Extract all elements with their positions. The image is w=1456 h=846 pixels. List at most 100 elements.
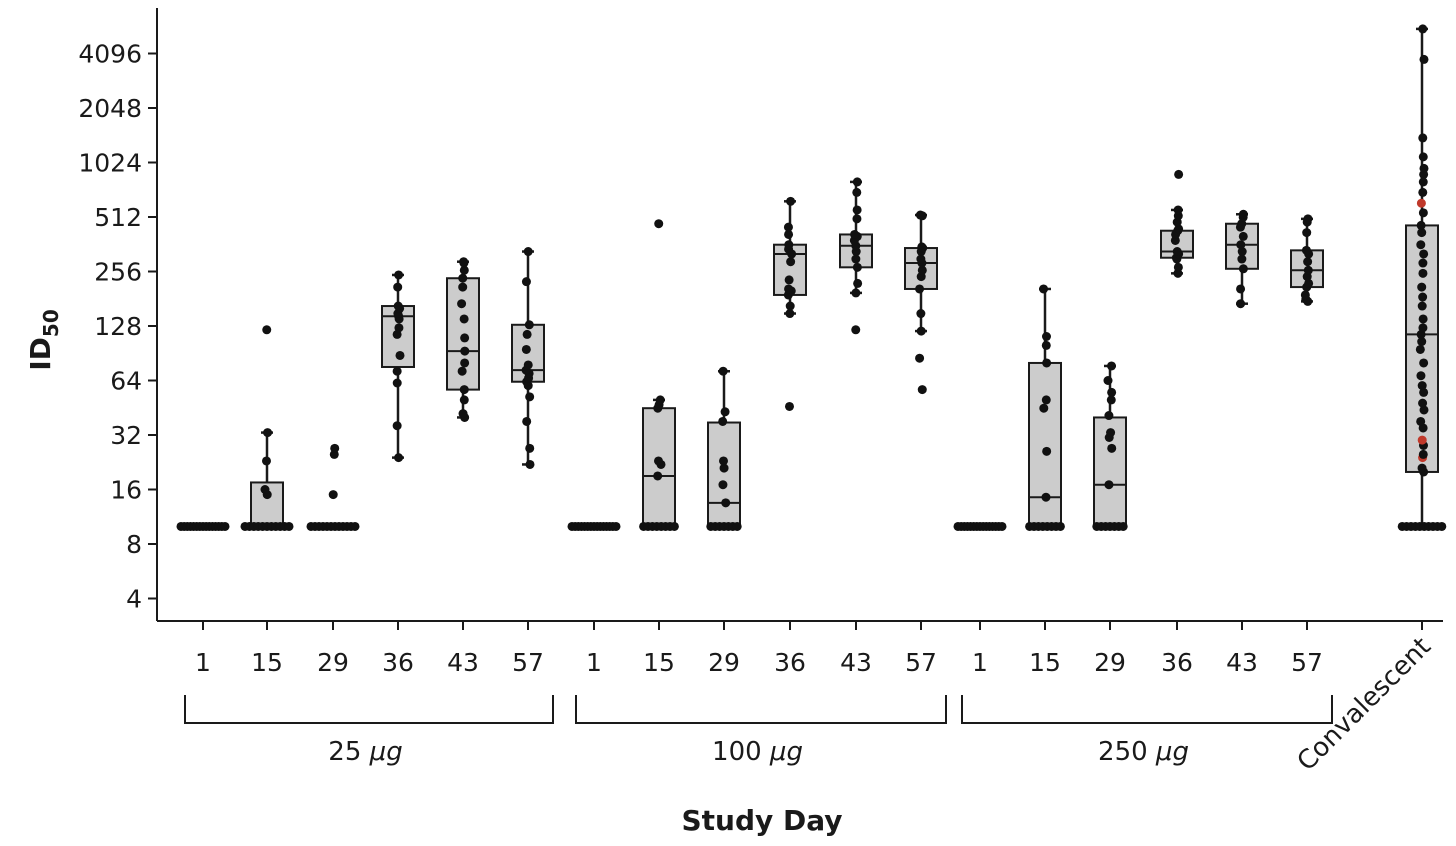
iqr-box (1028, 361, 1062, 528)
group-label: 100 μg (712, 737, 803, 767)
data-point (718, 366, 728, 376)
data-point (330, 443, 340, 453)
data-point (263, 428, 273, 438)
data-point (784, 229, 794, 239)
data-point (1300, 290, 1310, 300)
data-point (261, 456, 271, 466)
data-point (392, 421, 402, 431)
x-tick-label: 15 (643, 648, 675, 677)
data-point (525, 443, 535, 453)
x-axis-title: Study Day (681, 804, 842, 837)
data-point (1418, 314, 1428, 324)
x-tick-label: 57 (905, 648, 937, 677)
data-point (1106, 361, 1116, 371)
box-category (904, 210, 938, 395)
data-point (1418, 187, 1428, 197)
x-axis: 1 15 29 36 43 57 25 μg 1 15 29 36 43 57 100 μg 1 15 29 36… (184, 621, 1437, 777)
group-bracket (575, 695, 947, 724)
data-point (459, 257, 469, 267)
data-point (1419, 405, 1429, 415)
box-category (306, 443, 360, 531)
data-point (459, 385, 469, 395)
data-point (1418, 133, 1428, 143)
x-tick-label: 57 (1291, 648, 1323, 677)
data-point (460, 333, 470, 343)
data-point (718, 456, 728, 466)
data-point (458, 282, 468, 292)
data-point (1437, 521, 1447, 531)
y-axis-title: ID50 (24, 309, 63, 371)
data-point (1172, 247, 1182, 257)
data-point (784, 284, 794, 294)
data-point (460, 358, 470, 368)
data-point (784, 275, 794, 285)
y-ticks: 4 8 16 32 64 128 256 512 1024 2048 4096 (78, 40, 157, 614)
data-point (392, 366, 402, 376)
data-point (524, 320, 534, 330)
x-tick-label: 29 (1094, 648, 1126, 677)
data-point (917, 242, 927, 252)
data-point (262, 325, 272, 335)
data-point (1237, 254, 1247, 264)
data-point (394, 270, 404, 280)
data-point (786, 257, 796, 267)
data-point (785, 309, 795, 319)
box-category (176, 521, 230, 531)
data-point (718, 416, 728, 426)
data-point (852, 262, 862, 272)
data-point (1238, 264, 1248, 274)
data-point (1419, 163, 1429, 173)
data-point (521, 344, 531, 354)
y-tick-label: 128 (94, 312, 142, 341)
data-point (852, 177, 862, 187)
data-point (654, 219, 664, 229)
x-tick-label: 36 (1161, 648, 1193, 677)
y-tick-label: 4096 (78, 40, 142, 69)
data-point (611, 521, 621, 531)
data-point (732, 521, 742, 531)
data-point (1415, 344, 1425, 354)
data-point (1417, 381, 1427, 391)
data-point (1419, 249, 1429, 259)
x-tick-label: 43 (840, 648, 872, 677)
x-tick-label: 36 (382, 648, 414, 677)
data-point (1303, 265, 1313, 275)
data-point (1416, 240, 1426, 250)
data-point (1418, 177, 1428, 187)
data-point (653, 456, 663, 466)
y-tick-label: 512 (94, 203, 142, 232)
data-point (394, 453, 404, 463)
data-point (1041, 395, 1051, 405)
data-point (525, 392, 535, 402)
x-tick-label: 29 (708, 648, 740, 677)
data-point (1104, 411, 1114, 421)
data-point (459, 395, 469, 405)
data-point (1041, 492, 1051, 502)
data-point (916, 309, 926, 319)
data-point (915, 210, 925, 220)
x-tick-label: 43 (447, 648, 479, 677)
data-point (721, 498, 731, 508)
y-tick-label: 8 (126, 530, 142, 559)
data-point (851, 325, 861, 335)
data-point (328, 490, 338, 500)
data-point (915, 353, 925, 363)
data-point (786, 196, 796, 206)
data-point (1419, 387, 1429, 397)
box-category (1225, 209, 1259, 309)
data-point (1418, 208, 1428, 218)
y-tick-label: 4 (126, 585, 142, 614)
x-tick-label: 43 (1226, 648, 1258, 677)
data-point (1419, 54, 1429, 64)
data-point (915, 284, 925, 294)
data-point (1419, 358, 1429, 368)
data-point (393, 301, 403, 311)
data-point (1417, 228, 1427, 238)
data-point (458, 409, 468, 419)
box-category (446, 257, 480, 422)
data-point (1236, 240, 1246, 250)
data-point (1418, 323, 1428, 333)
y-tick-label: 256 (94, 258, 142, 287)
data-point (851, 288, 861, 298)
